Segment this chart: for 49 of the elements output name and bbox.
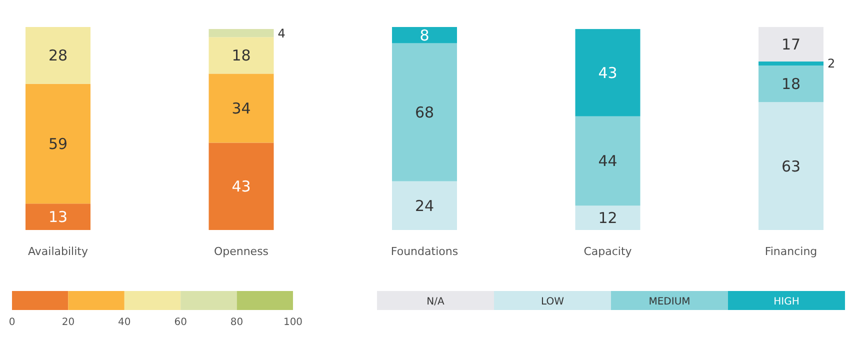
bar bbox=[26, 84, 90, 204]
text: HIGH bbox=[774, 296, 800, 308]
data-label: 63 bbox=[781, 157, 801, 176]
data-label: 43 bbox=[232, 178, 251, 196]
color-bar-label: 0 bbox=[8, 317, 16, 328]
x-tick-label: Foundations bbox=[390, 245, 458, 258]
bar bbox=[575, 116, 640, 206]
data-label: 68 bbox=[414, 104, 434, 122]
data-label: 12 bbox=[598, 209, 618, 228]
x-tick-label: Capacity bbox=[584, 245, 632, 258]
x-tick-label: Availability bbox=[28, 245, 88, 258]
data-label: 44 bbox=[598, 152, 618, 170]
data-label: 34 bbox=[232, 99, 251, 118]
data-label: 18 bbox=[781, 75, 801, 94]
bar bbox=[575, 206, 640, 230]
color-bar-label: 60 bbox=[174, 317, 187, 328]
color-bar-label: 100 bbox=[283, 317, 303, 328]
data-label: 2 bbox=[828, 56, 836, 71]
data-label: 43 bbox=[598, 64, 618, 82]
bar bbox=[758, 62, 824, 66]
bar bbox=[208, 29, 274, 38]
x-tick-label: Financing bbox=[764, 245, 818, 258]
bar bbox=[392, 43, 457, 182]
bar bbox=[26, 204, 90, 230]
data-label: 17 bbox=[781, 36, 801, 54]
bar bbox=[208, 142, 274, 230]
bar bbox=[392, 181, 457, 230]
data-label: 59 bbox=[48, 134, 68, 153]
data-label: 18 bbox=[232, 46, 251, 65]
data-label: 8 bbox=[420, 26, 430, 44]
bar bbox=[758, 102, 824, 230]
data-label: 28 bbox=[48, 46, 68, 65]
text: MEDIUM bbox=[648, 296, 690, 308]
bar bbox=[208, 37, 274, 74]
x-tick-label: Openness bbox=[214, 245, 269, 258]
bar bbox=[575, 29, 640, 116]
data-label: 4 bbox=[278, 26, 286, 40]
data-label: 24 bbox=[414, 196, 434, 215]
bar bbox=[758, 66, 824, 102]
bar bbox=[758, 27, 824, 62]
color-bar-label: 80 bbox=[230, 317, 244, 328]
bar bbox=[26, 27, 90, 84]
color-bar-label: 20 bbox=[62, 317, 75, 328]
data-label: 13 bbox=[48, 208, 68, 226]
bar bbox=[208, 74, 274, 143]
color-bar-label: 40 bbox=[118, 317, 131, 328]
text: LOW bbox=[541, 296, 564, 308]
text: N/A bbox=[426, 296, 444, 308]
bar bbox=[392, 27, 457, 44]
